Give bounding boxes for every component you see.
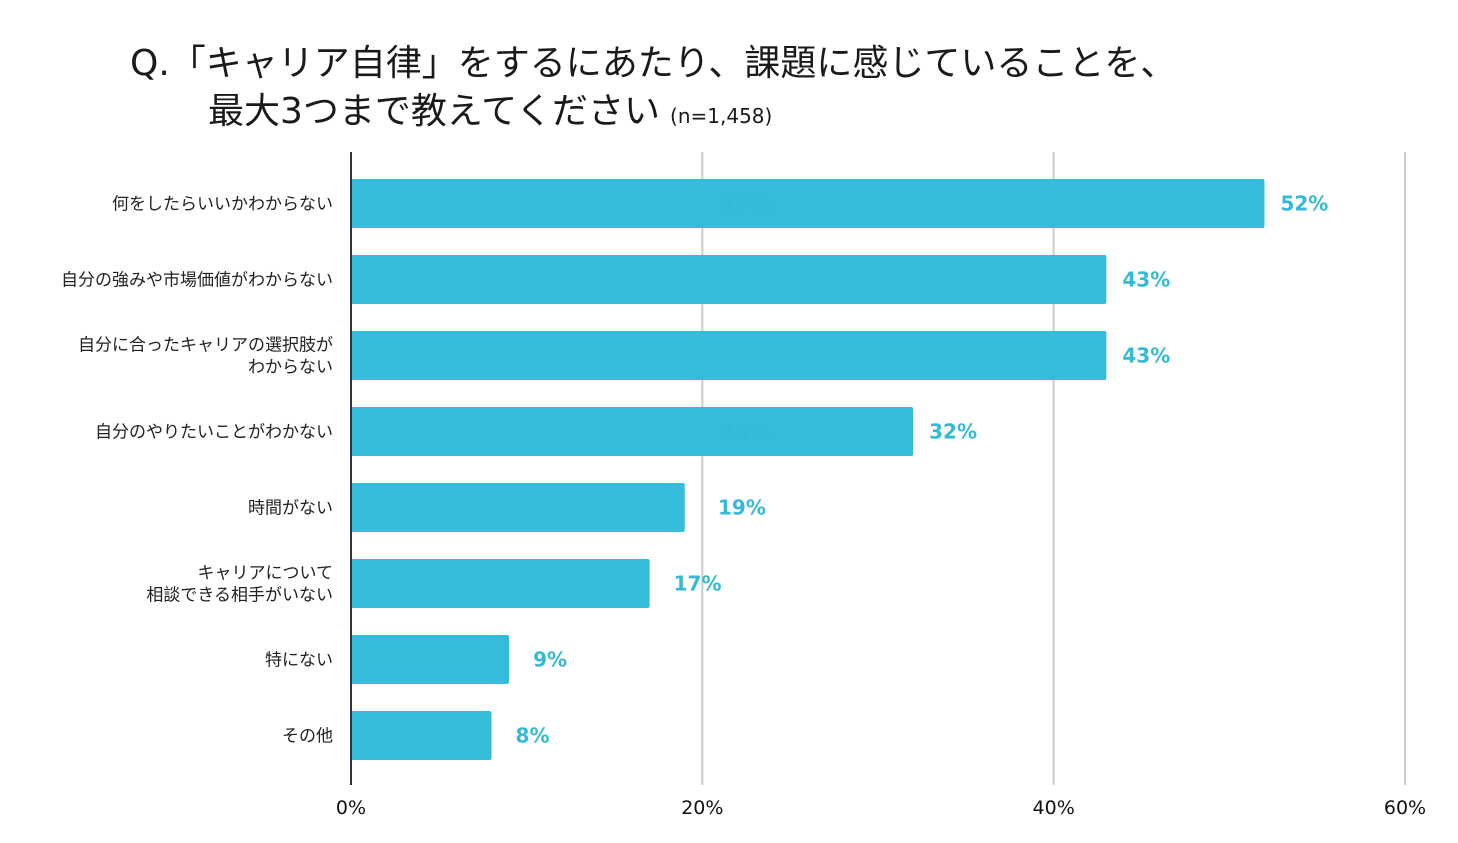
- data-label: 43%: [1122, 344, 1170, 368]
- data-label: 32%: [929, 420, 977, 444]
- category-label: その他: [282, 727, 333, 747]
- x-tick-label: 60%: [1384, 797, 1426, 819]
- bar: [351, 711, 492, 760]
- category-label: 時間がない: [248, 499, 333, 519]
- data-label: 17%: [674, 572, 722, 596]
- category-label: 自分のやりたいことがわかない: [95, 423, 333, 443]
- data-label: 19%: [718, 496, 766, 520]
- x-tick-label: 20%: [681, 797, 723, 819]
- bar: [351, 559, 650, 608]
- category-label: 自分に合ったキャリアの選択肢が: [78, 336, 333, 356]
- data-label: 8%: [516, 724, 550, 748]
- bar: [351, 483, 685, 532]
- data-label: 43%: [1122, 268, 1170, 292]
- category-label: キャリアについて: [198, 564, 334, 584]
- category-label: 相談できる相手がいない: [146, 586, 333, 606]
- bar: [351, 179, 1264, 228]
- bar: [351, 635, 509, 684]
- ghost-data-label: 17%: [722, 193, 770, 217]
- category-label: 何をしたらいいかわからない: [112, 195, 333, 215]
- category-label: 特にない: [265, 651, 333, 671]
- bar: [351, 255, 1106, 304]
- bar: [351, 407, 913, 456]
- ghost-data-label: 19%: [722, 421, 770, 445]
- category-label: 自分の強みや市場価値がわからない: [61, 271, 333, 291]
- x-tick-label: 0%: [336, 797, 366, 819]
- category-label: わからない: [248, 358, 333, 378]
- data-label: 9%: [533, 648, 567, 672]
- x-tick-label: 40%: [1033, 797, 1075, 819]
- bar-chart: 0% 20% 40% 60% 何をしたらいいかわからない 17% 52% 自分の強みや市場価値…: [0, 0, 1458, 843]
- bar: [351, 331, 1106, 380]
- data-label: 52%: [1280, 192, 1328, 216]
